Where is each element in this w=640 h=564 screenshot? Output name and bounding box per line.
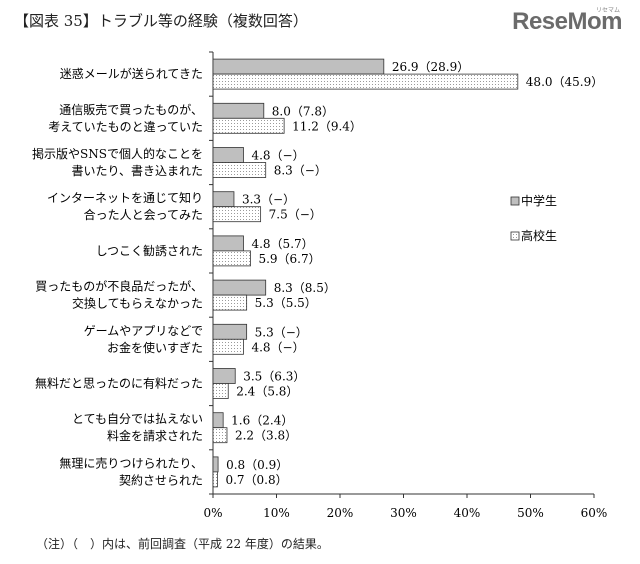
category-label: とても自分では払えない (72, 412, 203, 426)
bar-middle-school (212, 102, 265, 119)
chart-title: 【図表 35】トラブル等の経験（複数回答） (14, 12, 308, 30)
bar-high-school (212, 250, 251, 267)
category-label: 無料だと思ったのに有料だった (35, 376, 203, 391)
category-label: 通信販売で買ったものが、 (59, 102, 203, 117)
category-label: 掲示版やSNSで個人的なことを (32, 146, 203, 161)
data-label: 48.0（45.9） (526, 75, 603, 89)
bar-middle-school (212, 147, 244, 163)
category-label: 考えていたものと違っていた (48, 120, 203, 134)
data-label: 8.3（−） (274, 164, 327, 178)
category-label: 書いたり、書き込まれた (71, 164, 203, 178)
bar-high-school (212, 471, 218, 488)
data-label: 8.3（8.5） (274, 281, 336, 295)
bar-middle-school (212, 368, 236, 384)
bar-middle-school (212, 323, 248, 340)
x-tick-label: 60% (581, 506, 608, 520)
data-label: 0.7（0.8） (225, 473, 287, 487)
data-label: 5.9（6.7） (258, 252, 320, 266)
data-label: 5.3（−） (255, 325, 308, 339)
x-tick-label: 40% (454, 506, 481, 520)
x-tick-label: 10% (263, 506, 290, 520)
bar-high-school (212, 294, 248, 311)
bar-high-school (212, 206, 262, 223)
category-label: ゲームやアプリなどで (84, 324, 203, 338)
bar-high-school (212, 117, 285, 134)
bar-middle-school (212, 279, 267, 296)
data-label: 2.4（5.8） (236, 385, 298, 399)
legend-label-middle-school: 中学生 (521, 193, 557, 208)
category-label: 合った人と会ってみた (84, 207, 203, 222)
data-label: 11.2（9.4） (292, 119, 362, 133)
bar-high-school (212, 338, 244, 355)
bar-middle-school (212, 191, 235, 208)
data-label: 26.9（28.9） (392, 60, 469, 74)
category-label: 契約させられた (119, 472, 203, 487)
legend-swatch-high-school (510, 231, 520, 241)
bar-high-school (212, 427, 228, 444)
resemom-logo: ReseMom (512, 8, 622, 35)
category-label: 料金を請求された (107, 428, 203, 443)
data-label: 0.8（0.9） (226, 458, 288, 472)
x-tick-label: 30% (390, 506, 417, 520)
bar-middle-school (212, 412, 224, 429)
data-label: 7.5（−） (269, 208, 322, 222)
data-label: 5.3（5.5） (255, 296, 317, 310)
bar-high-school (212, 162, 267, 178)
x-tick-label: 20% (327, 506, 354, 520)
category-label: 迷惑メールが送られてきた (60, 66, 203, 81)
bar-high-school (212, 383, 229, 399)
data-label: 1.6（2.4） (231, 414, 293, 428)
footnote: （注）（ ）内は、前回調査（平成 22 年度）の結果。 (36, 537, 329, 551)
category-label: お金を使いすぎた (107, 340, 203, 355)
data-label: 4.8（5.7） (251, 237, 313, 251)
data-label: 2.2（3.8） (235, 429, 297, 443)
data-label: 3.3（−） (242, 193, 295, 207)
data-label: 3.5（6.3） (243, 370, 305, 384)
data-label: 4.8（−） (251, 340, 304, 354)
x-tick-label: 50% (517, 506, 544, 520)
bar-middle-school (212, 456, 219, 473)
category-label: 買ったものが不良品だったが、 (35, 279, 203, 294)
data-label: 8.0（7.8） (272, 104, 334, 118)
data-label: 4.8（−） (251, 149, 304, 163)
bar-middle-school (212, 235, 244, 252)
category-label: 交換してもらえなかった (72, 296, 203, 311)
category-label: インターネットを通じて知り (47, 191, 203, 205)
legend-label-high-school: 高校生 (521, 228, 557, 243)
bar-high-school (212, 73, 519, 90)
legend-swatch-middle-school (510, 196, 520, 206)
bar-middle-school (212, 58, 385, 75)
x-tick-label: 0% (203, 506, 222, 520)
category-label: 無理に売りつけられたり、 (59, 455, 203, 470)
category-label: しつこく勧誘された (96, 244, 203, 258)
logo-subtext: リセマム (595, 7, 620, 14)
